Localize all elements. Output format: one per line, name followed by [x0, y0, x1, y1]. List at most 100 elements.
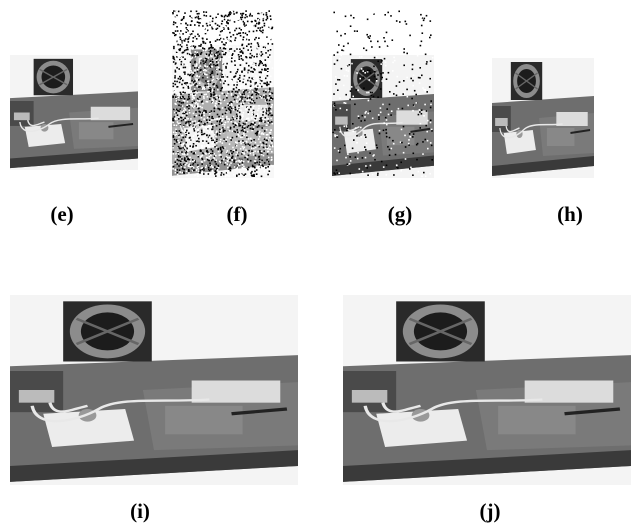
- noise-dot: [216, 118, 218, 120]
- noise-dot: [251, 123, 253, 125]
- noise-dot: [219, 133, 221, 135]
- noise-dot: [379, 16, 381, 18]
- noise-dot: [253, 31, 255, 33]
- noise-dot: [178, 165, 180, 167]
- noise-dot: [185, 38, 187, 40]
- noise-dot: [243, 36, 245, 38]
- noise-dot: [212, 76, 214, 78]
- noise-dot: [212, 126, 214, 128]
- noise-dot: [256, 169, 258, 171]
- noise-dot: [217, 56, 219, 58]
- noise-dot: [406, 89, 408, 91]
- noise-dot: [246, 137, 248, 139]
- noise-dot: [197, 85, 199, 87]
- noise-dot: [264, 119, 266, 121]
- noise-dot: [222, 116, 224, 118]
- noise-dot: [430, 60, 432, 62]
- noise-dot: [421, 25, 423, 27]
- noise-dot: [266, 12, 268, 14]
- noise-dot: [228, 14, 230, 16]
- noise-dot: [261, 63, 263, 65]
- noise-dot: [225, 122, 227, 124]
- noise-dot: [261, 51, 263, 53]
- noise-dot: [190, 45, 192, 47]
- noise-dot: [181, 135, 183, 137]
- noise-dot: [243, 91, 245, 93]
- noise-dot: [214, 13, 216, 15]
- noise-dot: [265, 90, 267, 92]
- noise-dot: [188, 145, 190, 147]
- noise-dot: [203, 50, 205, 52]
- noise-dot: [258, 46, 260, 48]
- noise-dot: [371, 22, 373, 24]
- noise-dot: [381, 161, 383, 163]
- noise-dot: [378, 114, 380, 116]
- noise-dot: [270, 111, 272, 113]
- noise-dot: [192, 75, 194, 77]
- noise-dot: [379, 46, 381, 48]
- noise-dot: [205, 147, 207, 149]
- noise-dot: [189, 157, 191, 159]
- noise-dot: [233, 160, 235, 162]
- noise-dot: [204, 25, 206, 27]
- noise-dot: [427, 20, 429, 22]
- noise-dot: [236, 175, 238, 177]
- noise-dot: [206, 53, 208, 55]
- noise-dot: [176, 13, 178, 15]
- noise-dot: [264, 109, 266, 111]
- noise-dot: [400, 162, 402, 164]
- noise-dot: [198, 111, 200, 113]
- noise-dot: [181, 29, 183, 31]
- noise-dot: [371, 92, 373, 94]
- noise-dot: [270, 19, 272, 21]
- noise-dot: [198, 41, 200, 43]
- noise-dot: [213, 89, 215, 91]
- noise-dot: [413, 104, 415, 106]
- noise-dot: [217, 89, 219, 91]
- noise-dot: [183, 173, 185, 175]
- noise-dot: [222, 63, 224, 65]
- noise-dot: [231, 57, 233, 59]
- noise-dot: [199, 60, 201, 62]
- noise-dot: [254, 39, 256, 41]
- noise-dot: [198, 138, 200, 140]
- noise-dot: [243, 48, 245, 50]
- noise-dot: [413, 28, 415, 30]
- noise-dot: [179, 130, 181, 132]
- noise-dot: [181, 102, 183, 104]
- noise-dot: [262, 60, 264, 62]
- noise-dot: [182, 102, 184, 104]
- noise-dot: [346, 109, 348, 111]
- noise-dot: [405, 146, 407, 148]
- noise-dot: [174, 75, 176, 77]
- noise-dot: [194, 72, 196, 74]
- noise-dot: [270, 56, 272, 58]
- noise-dot: [195, 91, 197, 93]
- noise-dot: [172, 147, 174, 149]
- noise-dot: [361, 68, 363, 70]
- noise-dot: [203, 63, 205, 65]
- noise-dot: [356, 11, 358, 13]
- noise-dot: [227, 19, 229, 21]
- noise-dot: [374, 45, 376, 47]
- noise-dot: [181, 145, 183, 147]
- noise-dot: [408, 139, 410, 141]
- noise-dot: [192, 161, 194, 163]
- noise-dot: [198, 170, 200, 172]
- noise-dot: [425, 52, 427, 54]
- noise-dot: [223, 37, 225, 39]
- noise-dot: [210, 15, 212, 17]
- noise-dot: [271, 106, 273, 108]
- noise-dot: [190, 122, 192, 124]
- noise-dot: [198, 79, 200, 81]
- noise-dot: [194, 62, 196, 64]
- noise-dot: [231, 121, 233, 123]
- noise-dot: [263, 96, 265, 98]
- noise-dot: [252, 146, 254, 148]
- noise-dot: [396, 85, 398, 87]
- noise-dot: [241, 98, 243, 100]
- noise-dot: [175, 85, 177, 87]
- noise-dot: [186, 156, 188, 158]
- noise-dot: [257, 79, 259, 81]
- noise-dot: [178, 96, 180, 98]
